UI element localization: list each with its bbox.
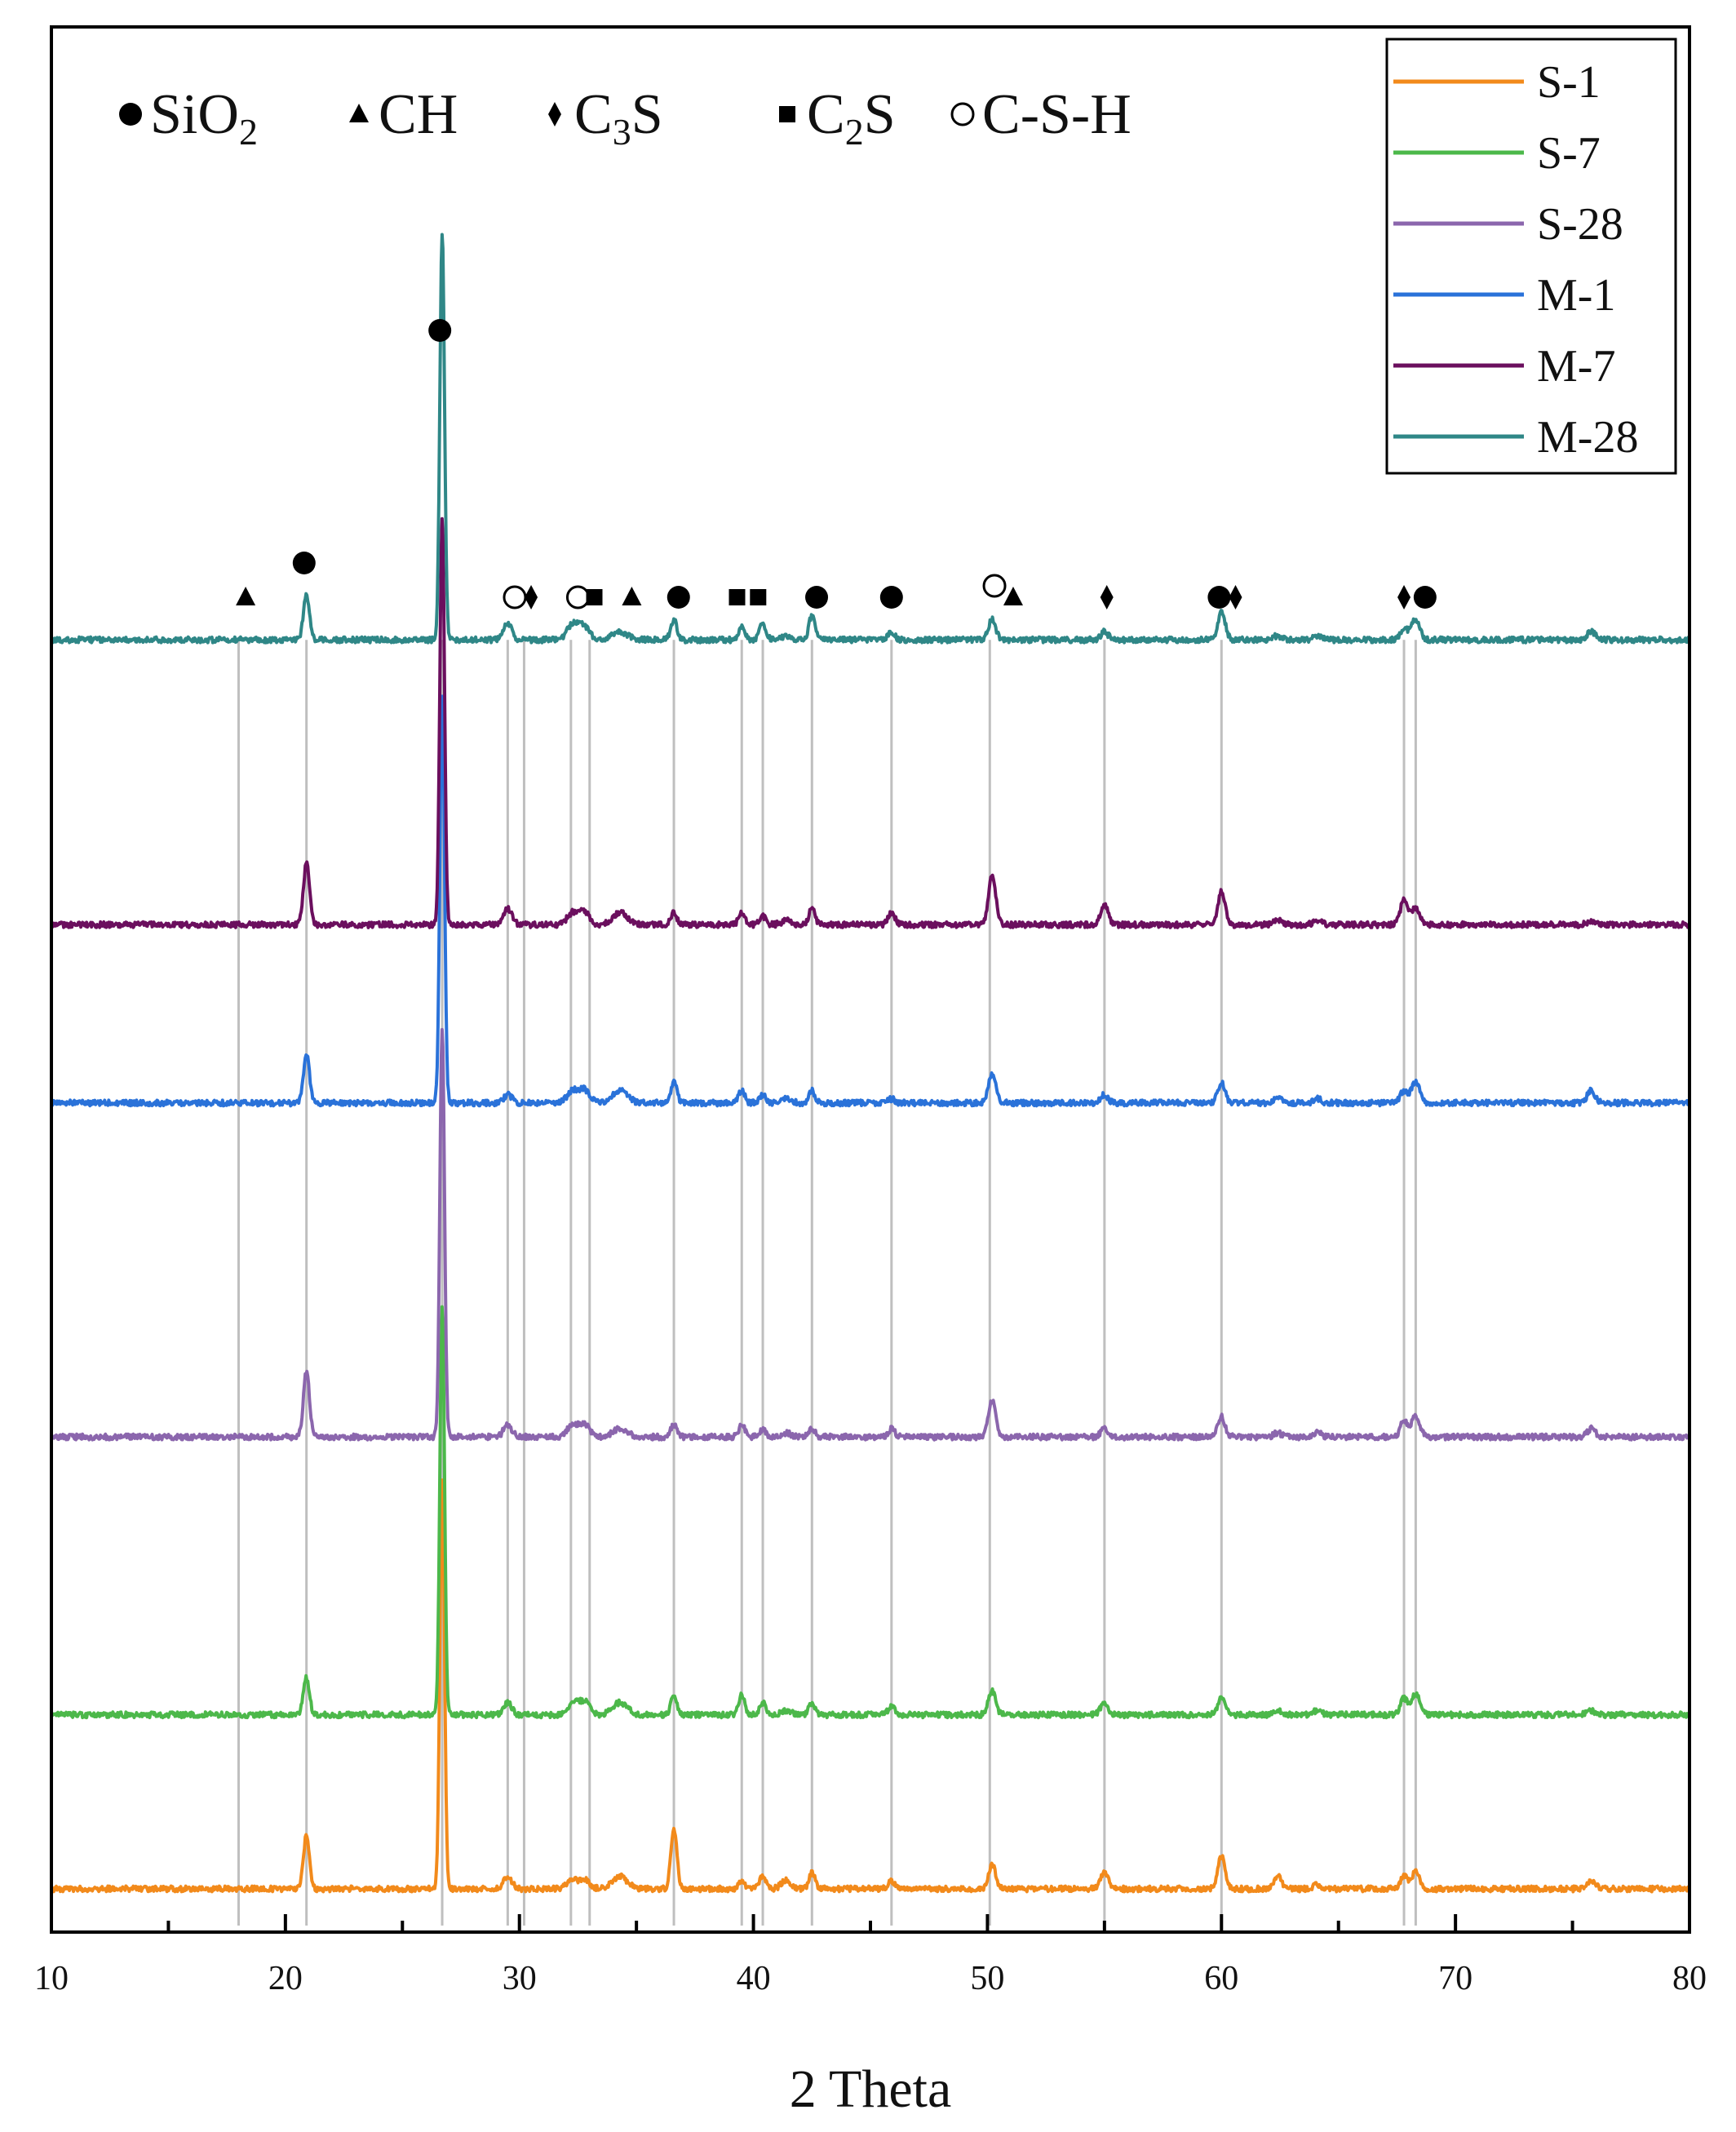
x-tick-label: 70 <box>1438 1960 1472 1997</box>
c2s-marker <box>728 589 746 605</box>
phase-legend-label: CH <box>379 83 458 146</box>
c3s-marker <box>1229 585 1242 609</box>
csh-marker <box>950 102 975 126</box>
sio2-marker <box>666 586 690 609</box>
c2s-marker <box>750 589 767 605</box>
csh-marker <box>982 574 1007 598</box>
series-line-M-7 <box>50 516 1691 929</box>
ch-marker <box>236 587 256 605</box>
c3s-marker <box>525 585 538 609</box>
phase-legend-item: SiO2 <box>119 83 258 153</box>
series-legend: S-1 S-7 S-28 M-1 M-7 M-28 <box>1385 38 1677 475</box>
series-line-S-1 <box>50 1478 1691 1894</box>
phase-legend-label: C-S-H <box>982 83 1132 146</box>
phase-legend-item: CH <box>349 83 458 146</box>
legend-item-S-1: S-1 <box>1393 57 1601 108</box>
peak-markers <box>236 319 1437 609</box>
c3s-marker <box>1397 585 1411 609</box>
legend-label: S-1 <box>1537 57 1601 108</box>
legend-label: M-28 <box>1537 412 1638 463</box>
x-tick-label: 80 <box>1672 1960 1707 1997</box>
phase-legend-item: C-S-H <box>950 83 1132 146</box>
legend-item-S-28: S-28 <box>1393 199 1623 250</box>
ch-marker <box>349 104 369 122</box>
c3s-marker <box>548 102 561 126</box>
legend-item-M-28: M-28 <box>1393 412 1638 463</box>
sio2-marker <box>805 586 829 609</box>
x-axis-title: 2 Theta <box>790 2059 952 2119</box>
series-line-M-28 <box>50 233 1691 645</box>
c2s-marker <box>779 106 795 122</box>
sio2-marker <box>292 552 316 574</box>
legend-label: M-1 <box>1537 270 1615 321</box>
ch-marker <box>1003 587 1023 605</box>
c2s-marker <box>586 589 603 605</box>
x-tick-label: 30 <box>503 1960 537 1997</box>
series-legend-box <box>1385 38 1677 475</box>
legend-label: M-7 <box>1537 341 1615 392</box>
reference-lines <box>237 640 1417 1926</box>
csh-marker <box>565 585 590 609</box>
series-line-S-7 <box>50 1305 1691 1720</box>
legend-label: S-28 <box>1537 199 1623 250</box>
x-tick-label: 60 <box>1204 1960 1238 1997</box>
phase-legend-label: SiO2 <box>150 83 258 153</box>
phase-legend-label: C3S <box>574 83 663 153</box>
x-axis-ticks: 10 20 30 40 50 60 70 80 <box>34 1914 1707 1997</box>
x-tick-label: 10 <box>34 1960 69 1997</box>
legend-item-M-1: M-1 <box>1393 270 1615 321</box>
x-tick-label: 50 <box>970 1960 1004 1997</box>
series-line-M-1 <box>50 694 1691 1108</box>
phase-legend-label: C2S <box>807 83 896 153</box>
sio2-marker <box>879 586 903 609</box>
csh-marker <box>503 585 527 609</box>
ch-marker <box>622 587 642 605</box>
x-tick-label: 20 <box>268 1960 303 1997</box>
x-tick-label: 40 <box>737 1960 771 1997</box>
c3s-marker <box>1100 585 1114 609</box>
sio2-marker <box>1413 586 1437 609</box>
legend-item-S-7: S-7 <box>1393 128 1601 179</box>
phase-legend-item: C3S <box>548 83 663 153</box>
sio2-marker <box>428 319 452 342</box>
series-line-S-28 <box>50 1027 1691 1442</box>
phase-legend-item: C2S <box>779 83 896 153</box>
legend-item-M-7: M-7 <box>1393 341 1615 392</box>
sio2-marker <box>1207 586 1231 609</box>
phase-legend: SiO2 CH C3S C2S C-S-H <box>119 83 1132 153</box>
legend-label: S-7 <box>1537 128 1601 179</box>
sio2-marker <box>119 103 142 126</box>
series-lines <box>50 233 1691 1894</box>
